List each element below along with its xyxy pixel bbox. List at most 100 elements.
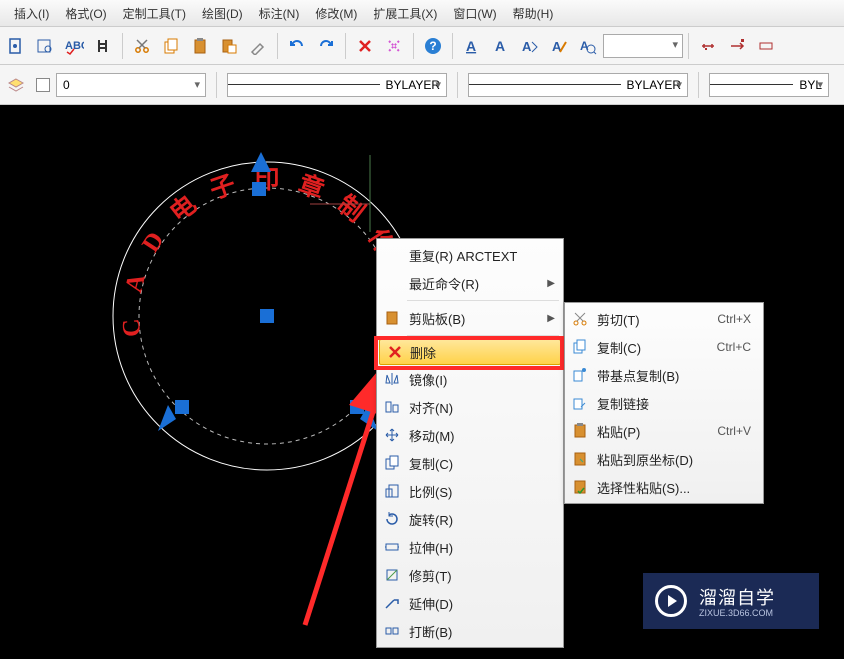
tool-find-icon[interactable] (89, 32, 117, 60)
ctx-item-pasteorig[interactable]: 粘贴到原坐标(D) (565, 445, 763, 473)
tool-text-a3-icon[interactable]: A (516, 32, 544, 60)
linetype-selector[interactable]: BYLAYER (227, 73, 447, 97)
ctx-item-copy[interactable]: 复制(C)Ctrl+C (565, 333, 763, 361)
tool-delete-icon[interactable] (351, 32, 379, 60)
tool-undo-icon[interactable] (283, 32, 311, 60)
menu-draw[interactable]: 绘图(D) (194, 1, 251, 26)
separator (688, 33, 689, 59)
menu-window[interactable]: 窗口(W) (445, 1, 504, 26)
grip-bottom-left[interactable] (175, 400, 189, 414)
tool-text-a4-icon[interactable]: A (545, 32, 573, 60)
ctx-item-cut[interactable]: 剪切(T)Ctrl+X (565, 305, 763, 333)
watermark-title: 溜溜自学 (699, 584, 775, 610)
menu-divider (407, 335, 559, 336)
ctx-item-delete[interactable]: 删除 (379, 339, 561, 365)
tool-help-icon[interactable]: ? (419, 32, 447, 60)
ctx-item-rotate[interactable]: 旋转(R) (377, 505, 563, 533)
context-menu-clipboard[interactable]: 剪切(T)Ctrl+X复制(C)Ctrl+C带基点复制(B) 复制链接粘贴(P) C… (564, 302, 764, 504)
ctx-item-repeat[interactable]: 重复(R) ARCTEXT (377, 241, 563, 269)
tool-dim-1-icon[interactable] (694, 32, 722, 60)
separator (345, 33, 346, 59)
grip-top[interactable] (252, 182, 266, 196)
layer-icon[interactable] (2, 71, 30, 99)
ctx-item-label: 打断(B) (409, 622, 452, 641)
menu-insert[interactable]: 插入(I) (6, 1, 57, 26)
lineweight-label: BYLAYER (627, 78, 681, 92)
tool-paste-special-icon[interactable] (215, 32, 243, 60)
shortcut-label: Ctrl+V (717, 424, 751, 438)
tool-dim-3-icon[interactable] (752, 32, 780, 60)
svg-text:章: 章 (295, 169, 328, 205)
ctx-item-mirror[interactable]: 镜像(I) (377, 365, 563, 393)
tool-purge-icon[interactable] (380, 32, 408, 60)
copy-icon (383, 454, 401, 472)
ctx-item-label: 比例(S) (409, 482, 452, 501)
svg-text:A: A (120, 271, 151, 295)
tool-copy-icon[interactable] (157, 32, 185, 60)
ctx-item-extend[interactable]: 延伸(D) (377, 589, 563, 617)
ctx-item-label: 剪切(T) (597, 310, 640, 329)
tool-text-a1-icon[interactable]: A (458, 32, 486, 60)
plotstyle-selector[interactable]: BYL (709, 73, 829, 97)
rotate-icon (383, 510, 401, 528)
ctx-item-label: 对齐(N) (409, 398, 453, 417)
submenu-arrow-icon: ▶ (547, 278, 555, 289)
menu-help[interactable]: 帮助(H) (505, 1, 562, 26)
menu-format[interactable]: 格式(O) (57, 1, 114, 26)
tool-paste-icon[interactable] (186, 32, 214, 60)
watermark-play-icon (655, 585, 687, 617)
ctx-item-label: 粘贴(P) (597, 422, 640, 441)
tool-redo-icon[interactable] (312, 32, 340, 60)
tool-text-find-icon[interactable]: A (574, 32, 602, 60)
ctx-item-copybase[interactable]: 带基点复制(B) (565, 361, 763, 389)
ctx-item-recent[interactable]: 最近命令(R) ▶ (377, 269, 563, 297)
ctx-item-move[interactable]: 移动(M) (377, 421, 563, 449)
tool-match-icon[interactable] (244, 32, 272, 60)
menu-extend-tools[interactable]: 扩展工具(X) (365, 1, 445, 26)
tool-spellcheck-icon[interactable]: ABC (60, 32, 88, 60)
menu-custom-tools[interactable]: 定制工具(T) (115, 1, 194, 26)
repeat-icon (383, 246, 401, 264)
context-menu-main[interactable]: 重复(R) ARCTEXT 最近命令(R) ▶ 剪贴板(B)▶ 删除镜像(I) 对齐(N)… (376, 238, 564, 648)
ctx-item-label: 重复(R) ARCTEXT (409, 246, 517, 265)
paste-icon (571, 422, 589, 440)
lineweight-selector[interactable]: BYLAYER (468, 73, 688, 97)
ctx-item-label: 复制链接 (597, 394, 649, 413)
stretch-icon (383, 538, 401, 556)
copybase-icon (571, 366, 589, 384)
layer-name: 0 (63, 78, 70, 92)
text-style-combo[interactable] (603, 34, 683, 58)
ctx-item-label: 修剪(T) (409, 566, 452, 585)
ctx-item-label: 复制(C) (409, 454, 453, 473)
ctx-item-copy[interactable]: 复制(C) (377, 449, 563, 477)
ctx-item-label: 最近命令(R) (409, 274, 479, 293)
ctx-item-align[interactable]: 对齐(N) (377, 393, 563, 421)
ctx-item-clipboard[interactable]: 剪贴板(B)▶ (377, 304, 563, 332)
pasteorig-icon (571, 450, 589, 468)
ctx-item-break[interactable]: 打断(B) (377, 617, 563, 645)
tool-preview-icon[interactable] (31, 32, 59, 60)
ctx-item-copylink[interactable]: 复制链接 (565, 389, 763, 417)
tool-text-a2-icon[interactable]: A (487, 32, 515, 60)
grip-arrow-bl[interactable] (158, 405, 176, 431)
ctx-item-trim[interactable]: 修剪(T) (377, 561, 563, 589)
menu-modify[interactable]: 修改(M) (307, 1, 365, 26)
tool-dim-2-icon[interactable] (723, 32, 751, 60)
ctx-item-label: 复制(C) (597, 338, 641, 357)
menu-divider (407, 300, 559, 301)
color-swatch[interactable] (36, 78, 50, 92)
tool-doc-icon[interactable] (2, 32, 30, 60)
ctx-item-paste[interactable]: 粘贴(P) Ctrl+V (565, 417, 763, 445)
grip-bottom-right[interactable] (350, 400, 364, 414)
svg-text:A: A (495, 38, 505, 54)
ctx-item-stretch[interactable]: 拉伸(H) (377, 533, 563, 561)
trim-icon (383, 566, 401, 584)
layer-selector[interactable]: 0 (56, 73, 206, 97)
tool-cut-icon[interactable] (128, 32, 156, 60)
ctx-item-pastespec[interactable]: 选择性粘贴(S)... (565, 473, 763, 501)
grip-center[interactable] (260, 309, 274, 323)
linetype-label: BYLAYER (386, 78, 440, 92)
menu-dimension[interactable]: 标注(N) (251, 1, 308, 26)
main-toolbar: ABC ? A A A A A (0, 27, 844, 65)
ctx-item-scale[interactable]: 比例(S) (377, 477, 563, 505)
